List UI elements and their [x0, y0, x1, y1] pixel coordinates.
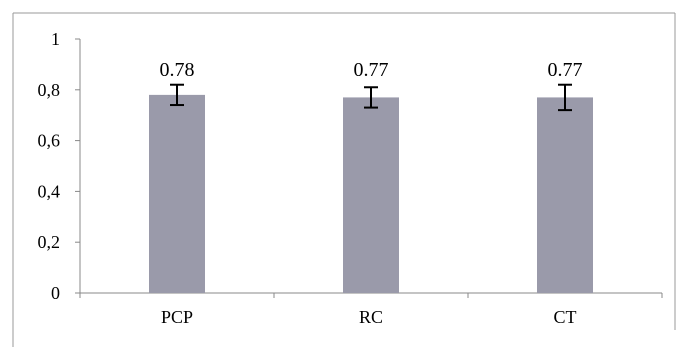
bar-pcp — [149, 94, 205, 293]
x-axis: PCP RC CT — [79, 292, 663, 327]
x-category-label: PCP — [161, 307, 193, 327]
y-tick-label: 0,2 — [38, 232, 61, 252]
y-axis: 0 0,2 0,4 0,6 0,8 1 — [38, 29, 81, 303]
y-tick-label: 0,4 — [38, 181, 61, 201]
data-labels: 0.78 0.77 0.77 — [160, 59, 583, 81]
x-category-label: RC — [359, 307, 383, 327]
y-tick-label: 0,6 — [38, 131, 61, 151]
data-label: 0.77 — [354, 59, 389, 81]
chart-frame-lines — [12, 12, 676, 347]
data-label: 0.78 — [160, 59, 195, 81]
error-bars — [170, 83, 572, 112]
bar-ct — [537, 97, 593, 293]
y-tick-label: 1 — [51, 29, 60, 49]
y-tick-label: 0,8 — [38, 80, 61, 100]
y-tick-label: 0 — [51, 283, 60, 303]
x-category-label: CT — [553, 307, 576, 327]
data-label: 0.77 — [548, 59, 583, 81]
bar-rc — [343, 97, 399, 293]
bars — [149, 94, 593, 293]
